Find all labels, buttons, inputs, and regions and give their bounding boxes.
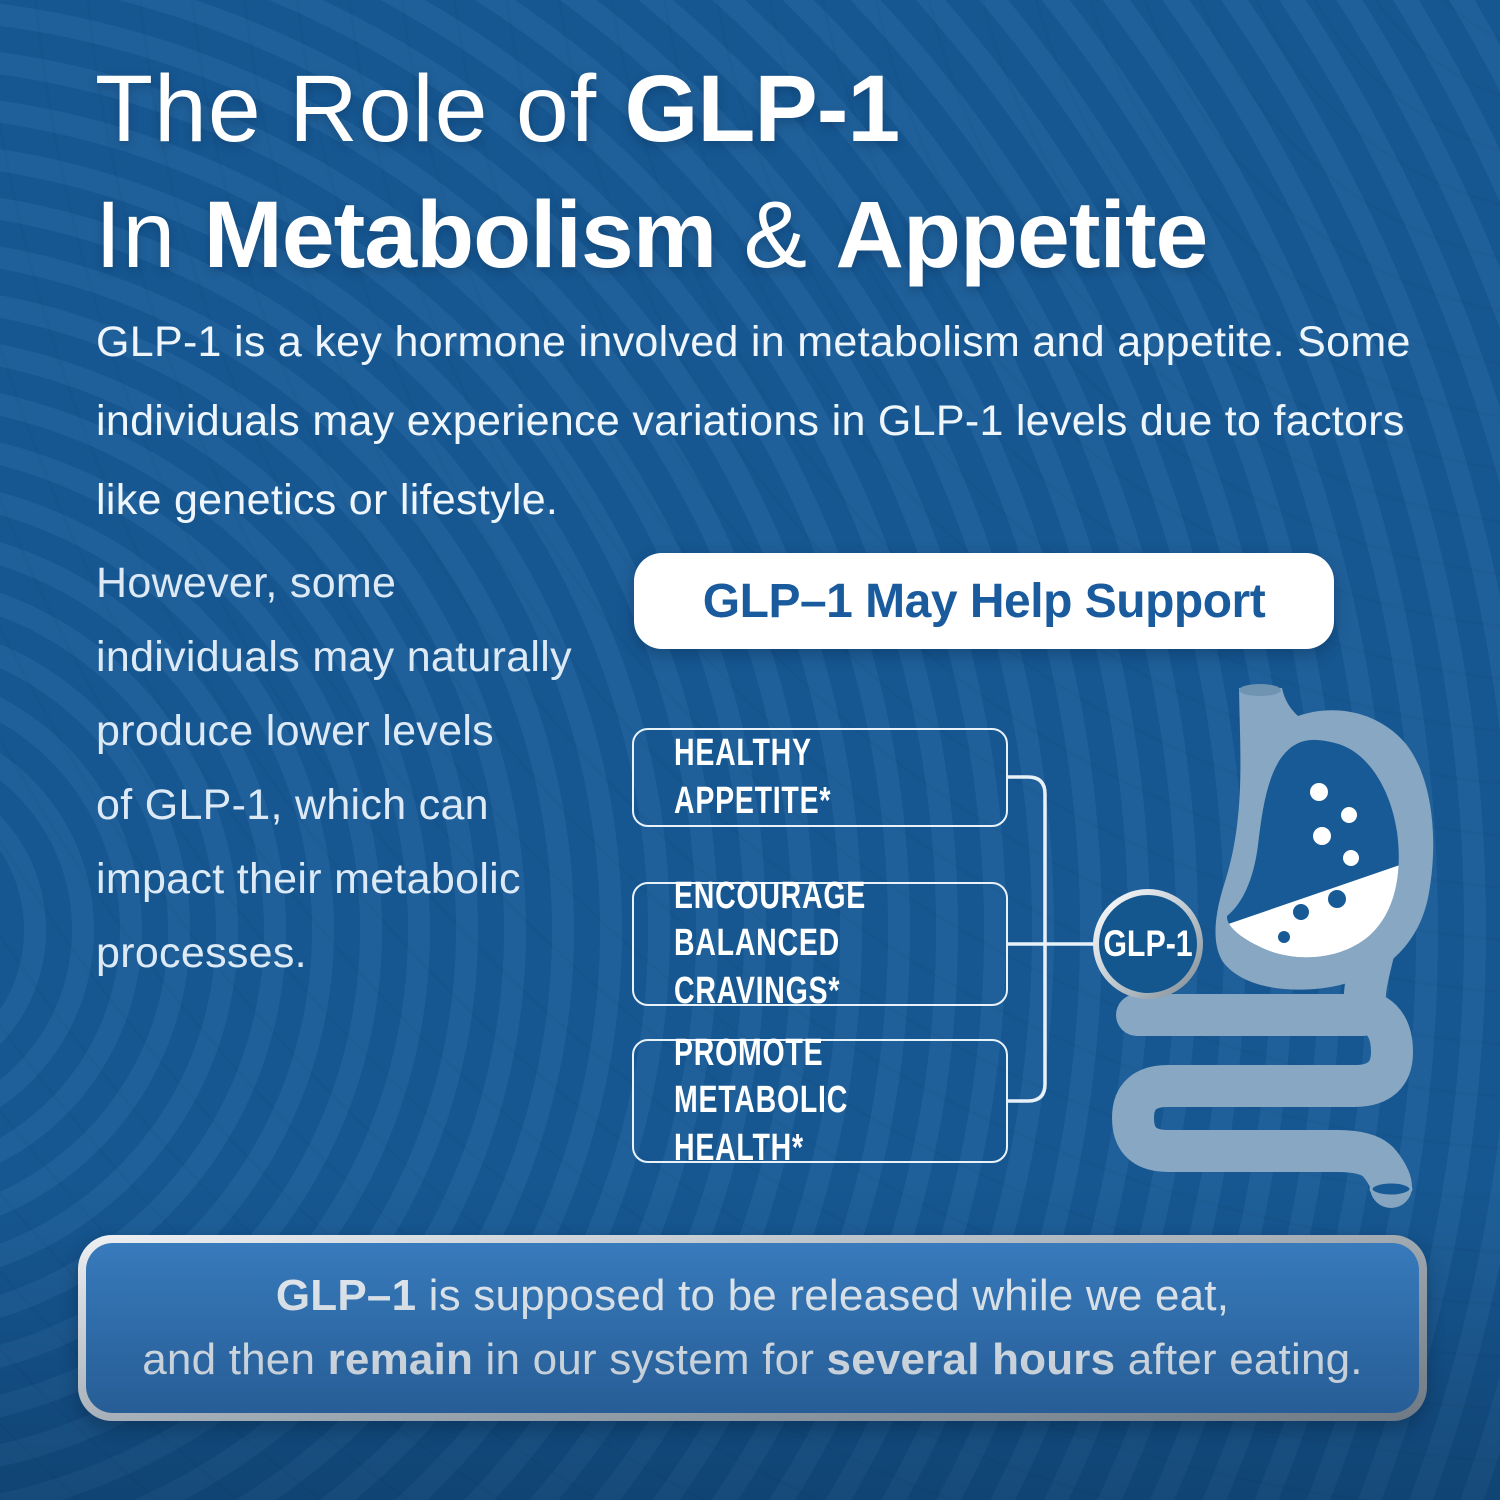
connector-lines (1008, 775, 1097, 1103)
footer-line2: and then remain in our system for severa… (142, 1335, 1363, 1384)
side-paragraph: However, some individuals may naturally … (96, 559, 572, 977)
footer-note-inner: GLP–1 is supposed to be released while w… (86, 1243, 1419, 1413)
support-header-label: GLP–1 May Help Support (702, 574, 1266, 628)
intro-paragraph: GLP-1 is a key hormone involved in metab… (96, 318, 1411, 524)
benefit-label: PROMOTE METABOLIC HEALTH* (674, 1031, 849, 1169)
footer-note: GLP–1 is supposed to be released while w… (78, 1235, 1427, 1421)
benefit-box-metabolic-health: PROMOTE METABOLIC HEALTH* (632, 1032, 1008, 1169)
stomach-icon (1215, 684, 1434, 990)
glp1-diagram (1008, 684, 1434, 1208)
food-particles (1310, 783, 1359, 866)
intestines-icon (1112, 929, 1413, 1208)
benefit-box-healthy-appetite: HEALTHY APPETITE* (632, 728, 1008, 827)
glp1-hub-label: GLP-1 (1103, 923, 1193, 964)
liquid-particles (1278, 890, 1346, 943)
page-title-line2: In Metabolism & Appetite (95, 182, 1208, 288)
benefit-box-balanced-cravings: ENCOURAGE BALANCED CRAVINGS* (632, 875, 1008, 1012)
stomach-liquid (1226, 865, 1399, 958)
page-title-line1: The Role of GLP-1 (95, 56, 900, 162)
benefit-label: ENCOURAGE BALANCED CRAVINGS* (674, 874, 867, 1012)
footer-line1: GLP–1 is supposed to be released while w… (275, 1271, 1230, 1320)
intestine-outlet (1369, 1180, 1413, 1198)
support-header-pill: GLP–1 May Help Support (634, 553, 1334, 649)
benefit-label: HEALTHY APPETITE* (674, 732, 832, 822)
page-title: The Role of GLP-1 In Metabolism & Appeti… (95, 46, 1208, 298)
glp1-hub-circle (1093, 889, 1203, 999)
esophagus-opening (1239, 684, 1281, 696)
